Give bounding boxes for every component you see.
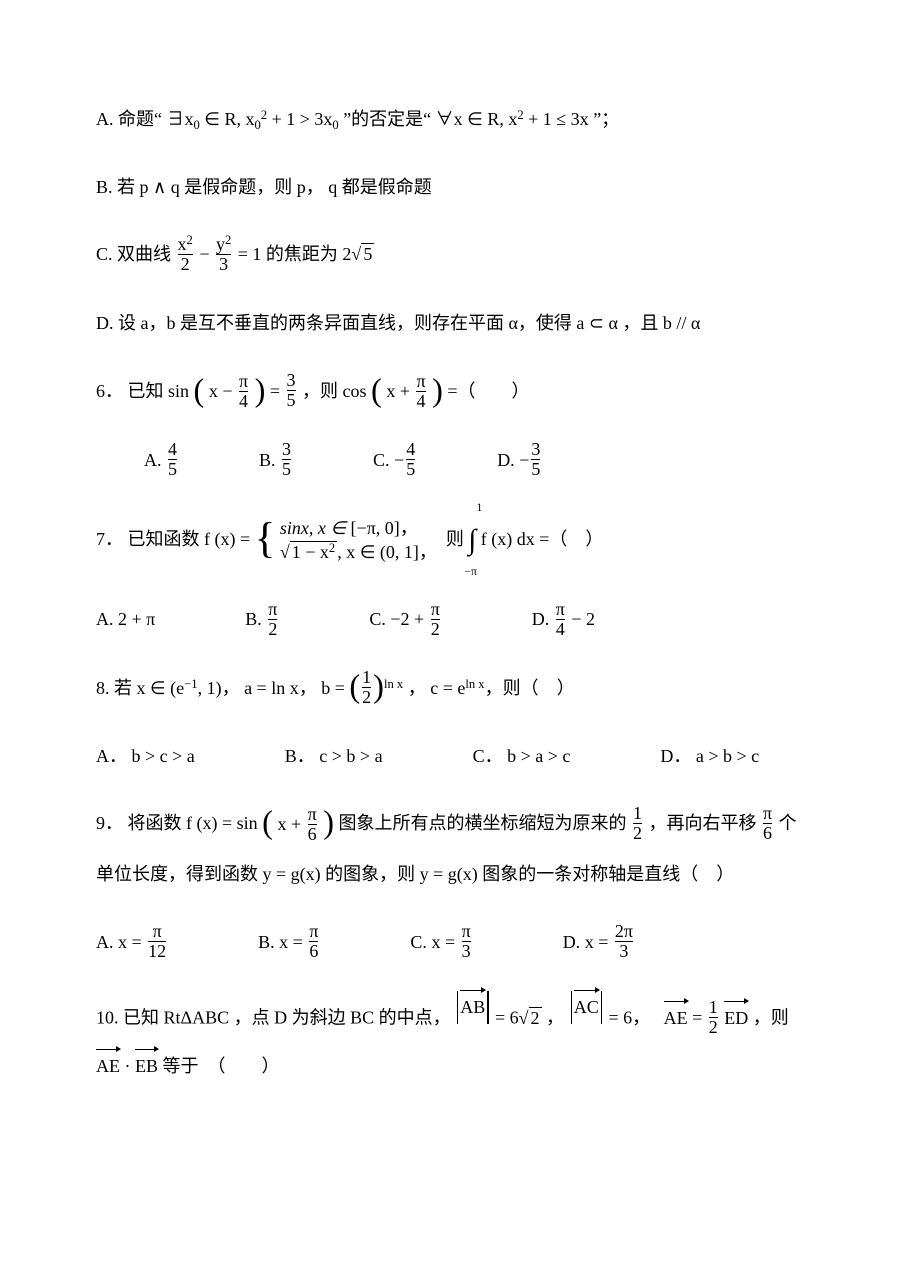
fraction: x2 2	[178, 234, 193, 274]
text: 命题“	[118, 109, 162, 129]
fraction: y2 3	[216, 234, 231, 274]
page: A. 命题“ ∃x0 ∈ R, x02 + 1 > 3x0 ”的否定是“ ∀x …	[0, 0, 920, 1274]
q6-options: A. 45 B. 35 C. −45 D. −35	[144, 441, 824, 481]
choice-d: D. x = 2π3	[563, 923, 635, 963]
text: ”的否定是“	[343, 109, 431, 129]
question-9: 9． 将函数 f (x) = sin ( x + π6 ) 图象上所有点的横坐标…	[96, 804, 824, 845]
question-6: 6． 已知 sin ( x − π4 ) = 35 ，则 cos ( x + π…	[96, 372, 824, 413]
choice-a: A. 2 + π	[96, 600, 155, 640]
qnum: 6．	[96, 381, 123, 401]
text: ”；	[593, 109, 619, 129]
choice-d: D． a > b > c	[660, 737, 759, 777]
choice-d: D. −35	[497, 441, 542, 481]
choice-b: B. π2	[245, 600, 279, 640]
choice-c: C. −45	[373, 441, 417, 481]
label: D.	[96, 313, 114, 333]
qnum: 8.	[96, 678, 110, 698]
option-c: C. 双曲线 x2 2 − y2 3 = 1 的焦距为 2√5	[96, 235, 824, 276]
question-10: 10. 已知 RtΔABC ，点 D 为斜边 BC 的中点， AB = 6√2 …	[96, 991, 824, 1039]
option-d: D. 设 a，b 是互不垂直的两条异面直线，则存在平面 α，使得 a ⊂ α ，…	[96, 304, 824, 344]
text: 双曲线	[117, 244, 171, 264]
choice-a: A. 45	[144, 441, 179, 481]
option-b: B. 若 p ∧ q 是假命题，则 p， q 都是假命题	[96, 168, 824, 208]
label: A.	[96, 109, 114, 129]
choice-c: C. x = π3	[410, 923, 472, 963]
choice-b: B. x = π6	[258, 923, 320, 963]
qnum: 9．	[96, 813, 123, 833]
choice-a: A． b > c > a	[96, 737, 195, 777]
choice-b: B． c > b > a	[285, 737, 383, 777]
qnum: 10.	[96, 1008, 119, 1028]
choice-c: C. −2 + π2	[369, 600, 441, 640]
question-7: 7． 已知函数 f (x) = { sinx, x ∈ [−π, 0]， √1 …	[96, 509, 824, 572]
expr: ∀x ∈ R, x2 + 1 ≤ 3x	[436, 109, 594, 129]
qnum: 7．	[96, 529, 123, 549]
q7-options: A. 2 + π B. π2 C. −2 + π2 D. π4 − 2	[96, 600, 824, 640]
choice-c: C． b > a > c	[473, 737, 571, 777]
q9-options: A. x = π12 B. x = π6 C. x = π3 D. x = 2π…	[96, 923, 824, 963]
choice-a: A. x = π12	[96, 923, 168, 963]
label: B.	[96, 177, 113, 197]
text: 设 a，b 是互不垂直的两条异面直线，则存在平面 α，使得 a ⊂ α ，且 b…	[118, 313, 700, 333]
label: C.	[96, 244, 113, 264]
q8-options: A． b > c > a B． c > b > a C． b > a > c D…	[96, 737, 824, 777]
sqrt: √5	[351, 235, 374, 275]
question-9-line2: 单位长度，得到函数 y = g(x) 的图象，则 y = g(x) 图象的一条对…	[96, 855, 824, 895]
arg: x − π4	[209, 372, 250, 412]
text: 的焦距为 2	[266, 244, 352, 264]
option-a: A. 命题“ ∃x0 ∈ R, x02 + 1 > 3x0 ”的否定是“ ∀x …	[96, 100, 824, 140]
question-8: 8. 若 x ∈ (e−1, 1)， a = ln x， b = (12)ln …	[96, 669, 824, 709]
choice-b: B. 35	[259, 441, 293, 481]
expr: ∃x0 ∈ R, x02 + 1 > 3x0	[167, 109, 344, 129]
text: 若 p ∧ q 是假命题，则 p， q 都是假命题	[117, 177, 432, 197]
question-10-line2: AE · EB 等于 （ ）	[96, 1047, 824, 1087]
choice-d: D. π4 − 2	[532, 600, 595, 640]
